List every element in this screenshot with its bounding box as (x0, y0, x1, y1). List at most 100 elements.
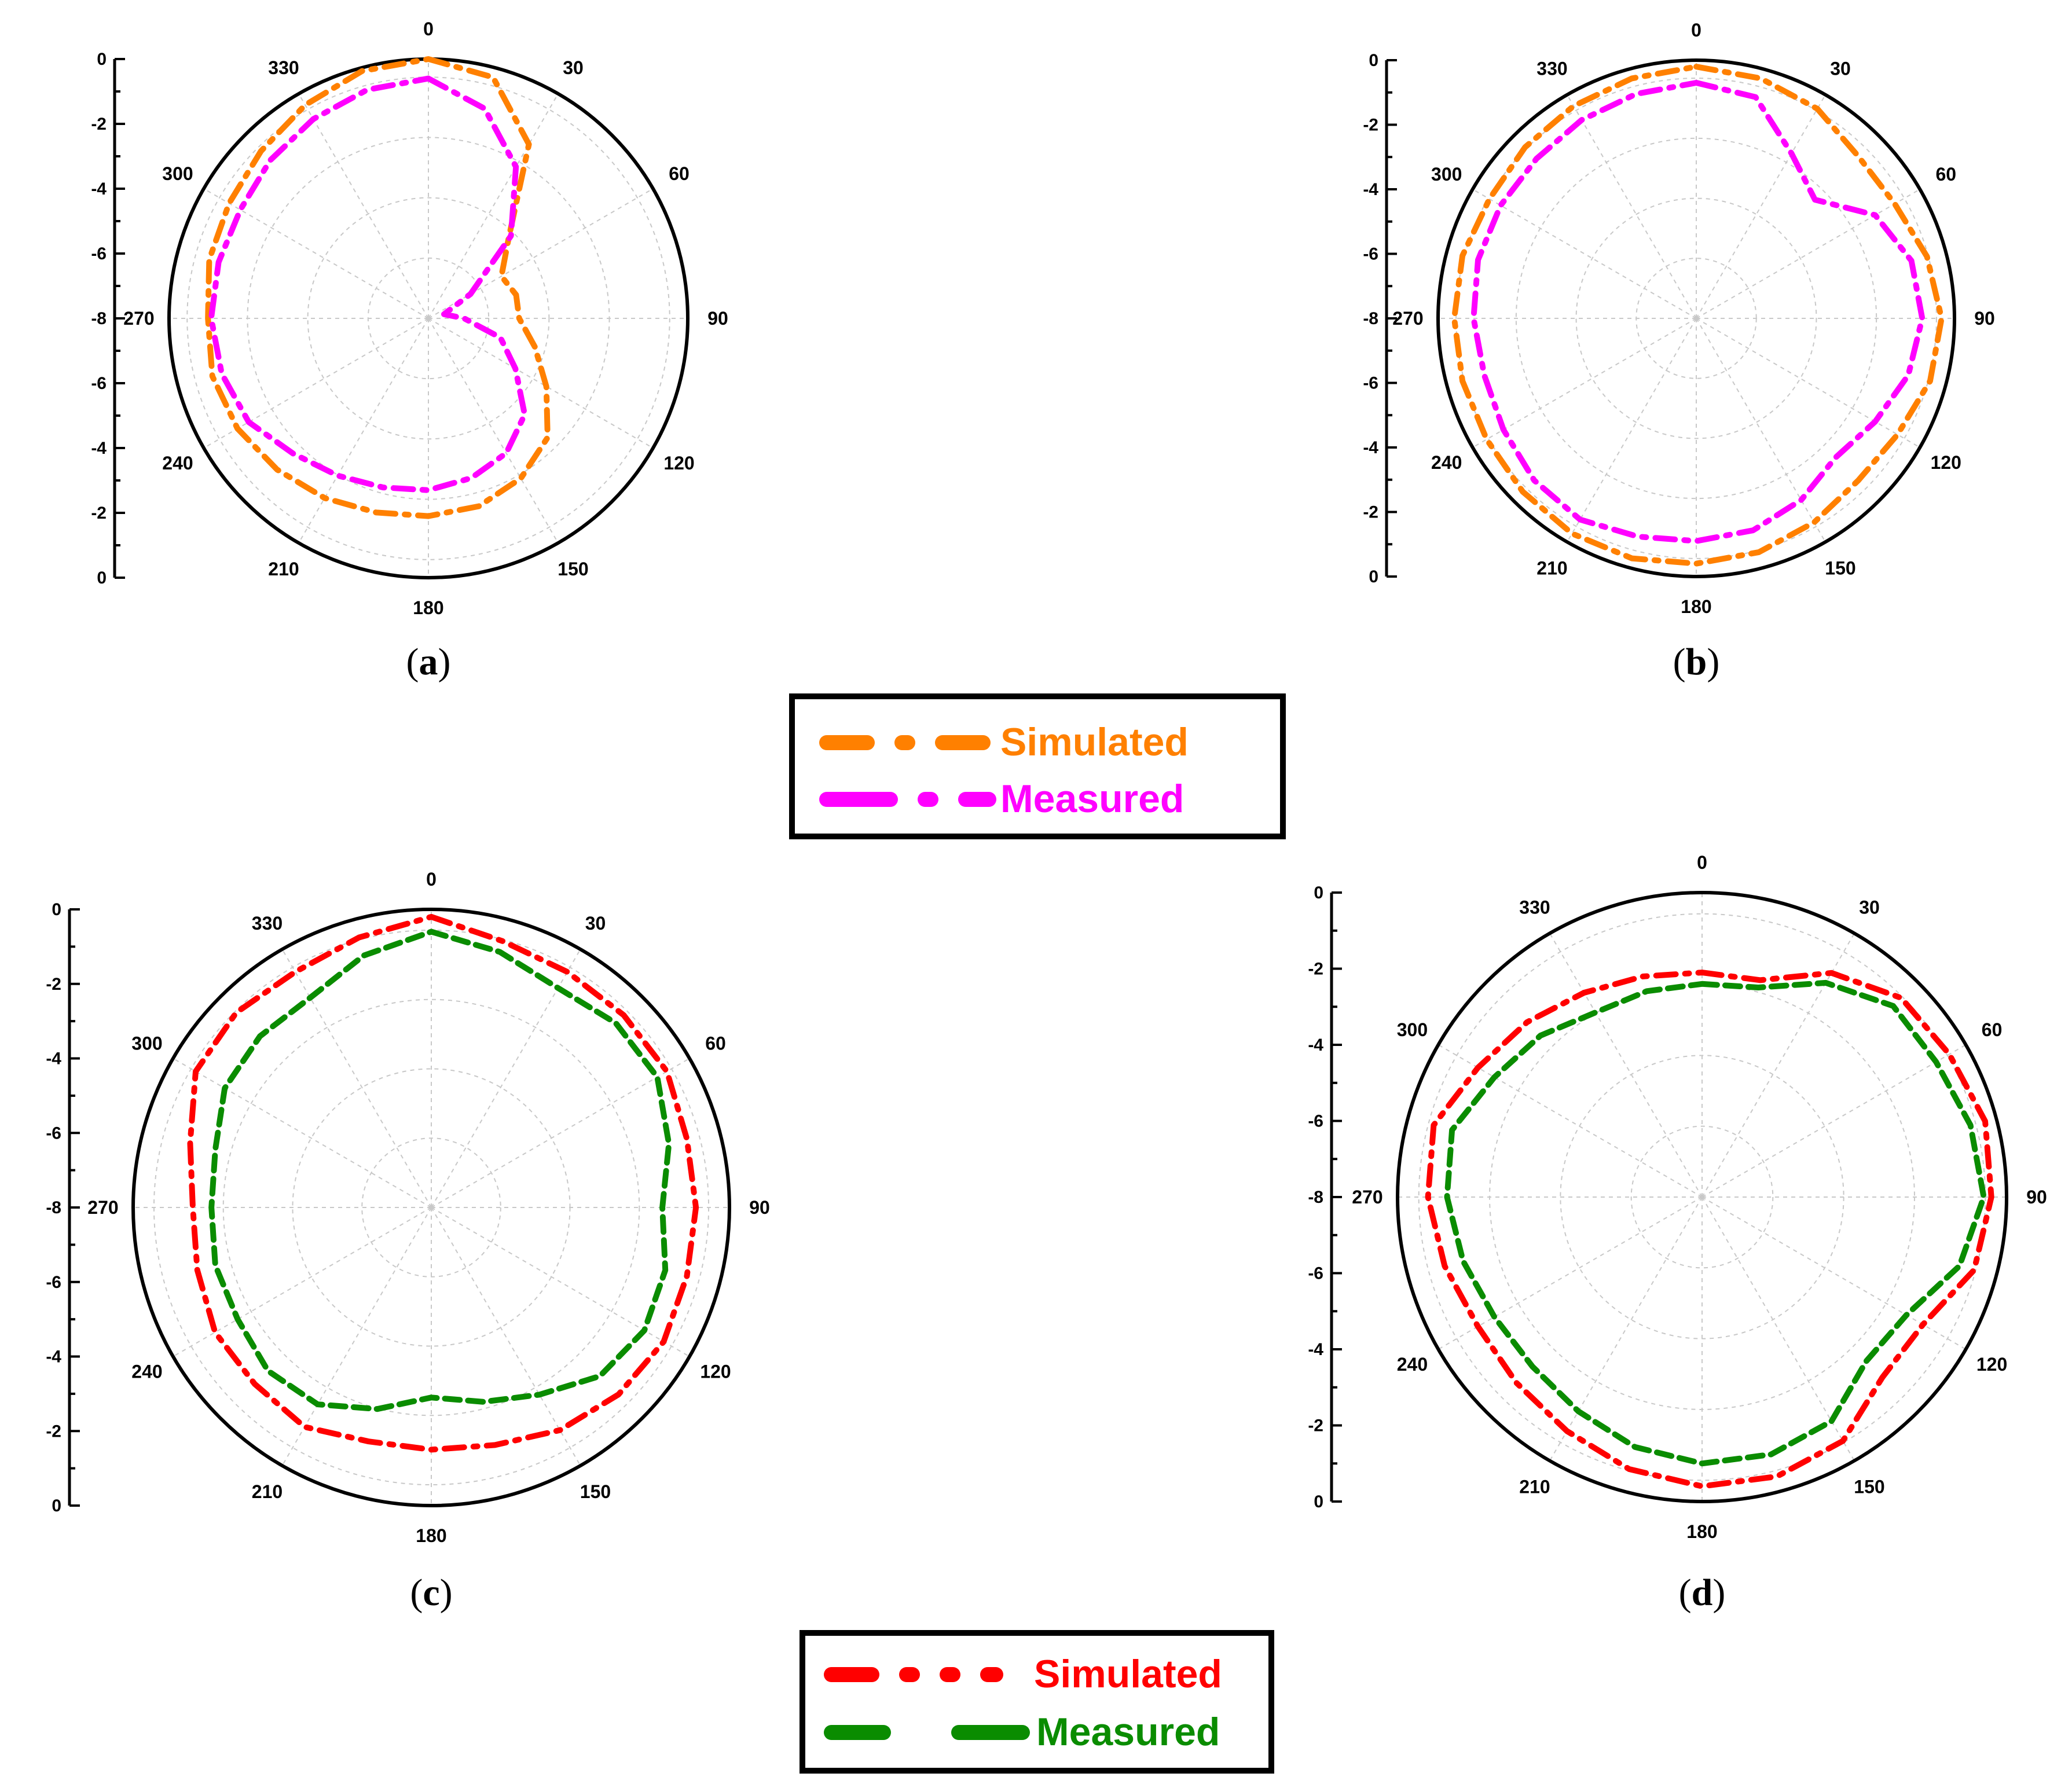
angle-label-c-210: 210 (252, 1481, 283, 1502)
caption-open-paren-c: ( (410, 1572, 423, 1614)
radial-tick-label-d-7: -2 (1308, 1416, 1323, 1436)
caption-close-paren-d: ) (1712, 1572, 1725, 1614)
angle-label-a-240: 240 (162, 453, 193, 473)
angle-label-d-60: 60 (1982, 1019, 2003, 1040)
angle-label-d-270: 270 (1352, 1187, 1382, 1207)
panel-caption-a: (a) (406, 641, 451, 683)
angle-label-a-0: 0 (423, 19, 434, 39)
caption-open-paren-b: ( (1673, 641, 1686, 683)
grid-circle-b-2 (1575, 197, 1817, 439)
angle-label-a-120: 120 (663, 453, 694, 473)
angle-label-d-330: 330 (1519, 897, 1550, 917)
panel-caption-c: (c) (410, 1572, 452, 1614)
grid-spoke-b-150 (1696, 318, 1826, 542)
angle-label-b-0: 0 (1691, 20, 1701, 41)
caption-letter-d: d (1692, 1572, 1713, 1614)
caption-letter-b: b (1686, 641, 1707, 683)
series-b-measured (1470, 80, 1926, 544)
radial-tick-label-a-5: -6 (91, 374, 107, 393)
radial-tick-label-d-4: -8 (1308, 1188, 1323, 1207)
radial-tick-label-a-3: -6 (91, 244, 107, 263)
panel-caption-b: (b) (1673, 641, 1720, 683)
angle-label-b-90: 90 (1974, 308, 1995, 329)
caption-letter-c: c (423, 1572, 439, 1614)
radial-tick-label-c-3: -6 (46, 1124, 61, 1143)
legend-bottom-frame (800, 1630, 1274, 1774)
grid-circle-d-1 (1630, 1125, 1774, 1269)
grid-spoke-c-330 (281, 949, 432, 1208)
radial-tick-label-b-7: -2 (1363, 503, 1378, 522)
grid-spoke-a-240 (203, 318, 429, 449)
legend-top-frame (789, 693, 1286, 839)
radial-tick-label-c-7: -2 (46, 1422, 61, 1441)
grid-spoke-d-30 (1701, 933, 1855, 1198)
angle-label-b-150: 150 (1825, 557, 1855, 578)
grid-spoke-a-300 (203, 188, 429, 319)
angle-label-c-30: 30 (585, 913, 606, 934)
radial-tick-label-b-2: -4 (1363, 180, 1378, 199)
angle-label-b-30: 30 (1830, 58, 1851, 79)
outer-circle-b (1436, 58, 1956, 578)
angle-label-d-90: 90 (2026, 1187, 2047, 1207)
panel-caption-d: (d) (1679, 1572, 1726, 1614)
radial-tick-label-b-6: -4 (1363, 438, 1378, 457)
angle-label-c-270: 270 (87, 1197, 118, 1218)
angle-label-d-150: 150 (1854, 1477, 1884, 1497)
angle-label-a-300: 300 (162, 163, 193, 184)
panels: 03060901201501802102402703003300-2-4-6-8… (46, 19, 2047, 1614)
angle-label-b-180: 180 (1681, 596, 1711, 617)
angle-label-c-150: 150 (580, 1481, 611, 1502)
grid-spoke-a-30 (428, 93, 559, 319)
radial-tick-label-a-4: -8 (91, 309, 107, 328)
radial-tick-label-b-0: 0 (1369, 51, 1378, 70)
angle-label-a-270: 270 (123, 308, 154, 329)
angle-label-a-330: 330 (268, 57, 299, 78)
polar-panel-b: 0 30 60 90 120 150 180 210 240 270 300 330 0 -2 -4 -6 -8… (1363, 20, 1994, 683)
grid-spoke-d-120 (1701, 1196, 1967, 1350)
radial-tick-label-b-3: -6 (1363, 245, 1378, 264)
angle-label-d-240: 240 (1397, 1354, 1428, 1375)
radial-tick-label-c-2: -4 (46, 1049, 61, 1069)
radial-tick-label-a-0: 0 (97, 50, 107, 69)
radial-tick-label-d-8: 0 (1314, 1492, 1323, 1511)
grid-spoke-a-60 (428, 188, 654, 319)
radial-tick-label-c-5: -6 (46, 1273, 61, 1292)
angle-label-a-210: 210 (268, 559, 299, 579)
grid-spoke-b-330 (1567, 94, 1697, 319)
grid-circle-a-2 (307, 197, 550, 440)
series-a-measured (208, 75, 528, 493)
outer-circle-d (1396, 891, 2008, 1503)
grid-spoke-c-210 (281, 1207, 432, 1466)
grid-spoke-b-240 (1472, 318, 1697, 448)
grid-spoke-a-150 (428, 318, 559, 544)
radial-tick-label-d-2: -4 (1308, 1036, 1323, 1055)
radial-tick-label-d-1: -2 (1308, 960, 1323, 979)
angle-label-c-180: 180 (416, 1525, 446, 1546)
angle-label-b-330: 330 (1536, 58, 1567, 79)
grid-spoke-c-30 (431, 949, 581, 1208)
angle-label-c-120: 120 (700, 1361, 731, 1382)
series-d-simulated (1425, 970, 1994, 1489)
radial-tick-label-d-5: -6 (1308, 1264, 1323, 1283)
angle-label-c-0: 0 (426, 869, 437, 890)
legend-bottom: Simulated Measured (800, 1630, 1274, 1774)
angle-label-d-30: 30 (1859, 897, 1880, 917)
grid-spoke-d-60 (1701, 1044, 1967, 1198)
angle-label-b-210: 210 (1536, 557, 1567, 578)
legend-bottom-simulated-label: Simulated (1034, 1652, 1222, 1696)
series-c-measured (208, 928, 672, 1412)
polar-panel-d: 0 30 60 90 120 150 180 210 240 270 300 330 0 -2 -4 -6 -8… (1308, 852, 2047, 1614)
grid-spoke-d-300 (1437, 1044, 1703, 1198)
radial-tick-label-c-6: -4 (46, 1348, 61, 1367)
angle-label-b-300: 300 (1431, 164, 1462, 185)
radial-tick-label-c-0: 0 (52, 900, 61, 919)
grid-spoke-a-330 (298, 93, 429, 319)
legend-top-simulated-label: Simulated (1000, 720, 1189, 764)
angle-label-c-60: 60 (705, 1033, 726, 1054)
legend-top: Simulated Measured (789, 693, 1286, 839)
outer-circle-c (131, 908, 731, 1507)
radial-tick-label-b-4: -8 (1363, 309, 1378, 328)
angle-label-d-120: 120 (1976, 1354, 2007, 1375)
angle-label-c-240: 240 (131, 1361, 162, 1382)
series-a-simulated (205, 56, 551, 519)
